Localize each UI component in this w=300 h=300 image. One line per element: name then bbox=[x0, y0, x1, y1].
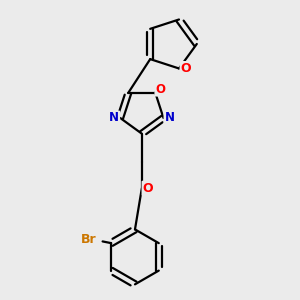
Text: O: O bbox=[181, 62, 191, 75]
Text: N: N bbox=[164, 112, 175, 124]
Text: O: O bbox=[155, 82, 165, 96]
Text: Br: Br bbox=[81, 233, 97, 246]
Text: N: N bbox=[109, 112, 119, 124]
Text: O: O bbox=[142, 182, 153, 195]
